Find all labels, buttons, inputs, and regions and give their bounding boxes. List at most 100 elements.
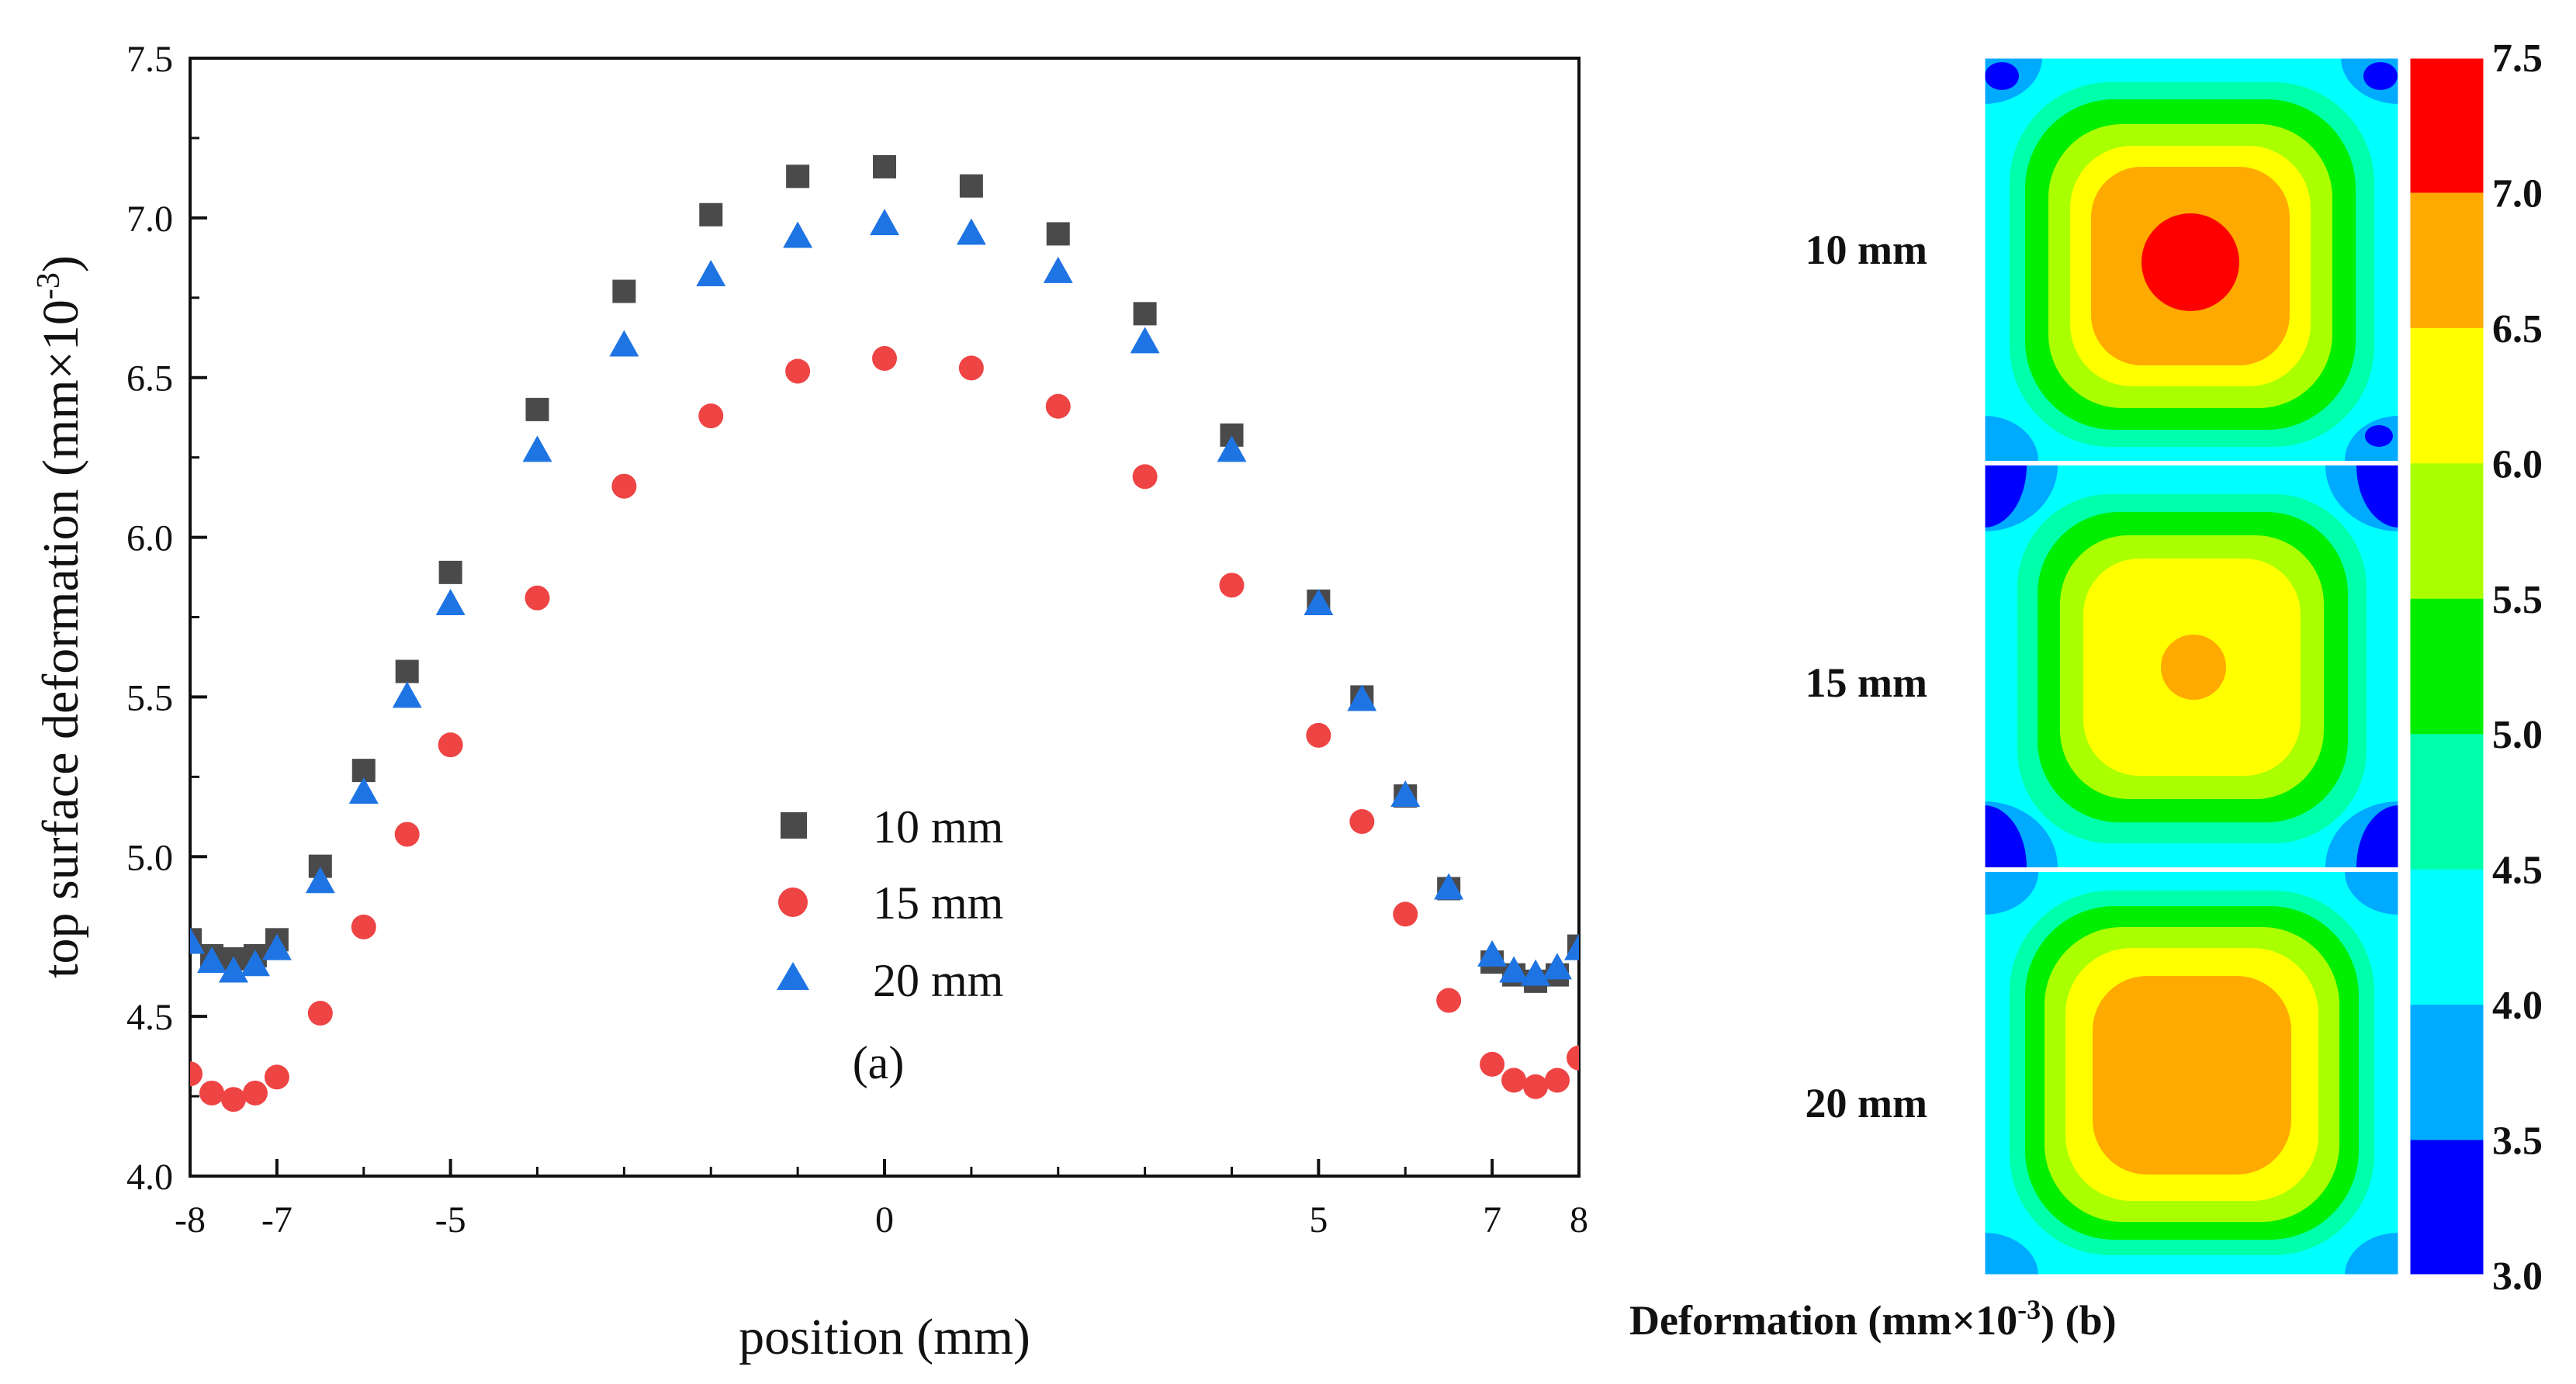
colorbar-segment	[2409, 734, 2484, 870]
legend-label-15mm: 15 mm	[873, 877, 1003, 929]
y-tick-label: 6.5	[126, 358, 173, 400]
point-20mm	[1390, 780, 1421, 808]
point-15mm	[958, 355, 984, 381]
colorbar-segment	[2409, 57, 2484, 193]
y-tick-label: 7.5	[126, 39, 173, 80]
point-20mm	[1477, 939, 1508, 967]
colorbar-tick-label: 5.0	[2492, 713, 2543, 757]
point-10mm	[786, 164, 810, 189]
contour-map-10mm	[1984, 57, 2399, 461]
point-15mm	[872, 346, 897, 372]
point-10mm	[395, 659, 419, 683]
legend-marker-10mm	[781, 812, 807, 839]
colorbar-tick-label: 7.0	[2492, 171, 2543, 216]
point-20mm	[392, 681, 422, 708]
point-10mm	[699, 202, 723, 227]
colorbar	[2408, 56, 2486, 1277]
contour-map-15mm	[1984, 465, 2399, 867]
point-20mm	[1304, 589, 1334, 616]
point-20mm	[190, 927, 205, 954]
point-20mm	[870, 209, 899, 236]
colorbar-tick-label: 6.0	[2492, 442, 2543, 486]
y-tick-label: 5.0	[126, 837, 173, 878]
colorbar-segment	[2409, 1140, 2484, 1276]
colorbar-title: Deformation (mm×10-3) (b)	[1629, 1294, 2117, 1344]
colorbar-tick-label: 3.0	[2492, 1254, 2543, 1299]
x-tick-label: 7	[1483, 1199, 1501, 1240]
contour-border	[1982, 56, 2401, 1277]
y-tick-label: 4.0	[126, 1157, 173, 1198]
point-15mm	[199, 1080, 224, 1105]
colorbar-tick-label: 4.0	[2492, 984, 2543, 1028]
point-15mm	[1523, 1074, 1549, 1099]
point-20mm	[261, 933, 292, 960]
legend-label-20mm: 20 mm	[873, 955, 1003, 1006]
point-20mm	[1542, 953, 1573, 980]
point-15mm	[242, 1080, 268, 1105]
point-15mm	[1480, 1051, 1505, 1077]
contour-panel: 10 mm 15 mm 20 mm 7.5 7.0 6.5 6.0 5.5 5.0 4.5 4…	[1629, 36, 2543, 1344]
y-tick-label: 7.0	[126, 199, 173, 240]
point-10mm	[438, 560, 462, 584]
legend: 10 mm 15 mm 20 mm	[777, 801, 1003, 1006]
point-20mm	[522, 435, 552, 462]
colorbar-ticks: 7.5 7.0 6.5 6.0 5.5 5.0 4.5 4.0 3.5 3.0	[2492, 36, 2543, 1299]
point-10mm	[959, 174, 983, 198]
point-15mm	[1393, 901, 1418, 927]
point-20mm	[196, 946, 227, 974]
point-20mm	[1434, 873, 1464, 900]
row-label-10mm: 10 mm	[1806, 227, 1927, 273]
point-20mm	[1217, 435, 1247, 462]
y-tick-label: 4.5	[126, 997, 173, 1038]
point-15mm	[1567, 1045, 1579, 1071]
point-10mm	[612, 279, 636, 303]
point-20mm	[956, 218, 986, 245]
colorbar-tick-label: 3.5	[2492, 1119, 2543, 1164]
point-15mm	[1436, 988, 1462, 1013]
point-15mm	[190, 1061, 203, 1087]
point-15mm	[1501, 1067, 1527, 1093]
colorbar-segment	[2409, 463, 2484, 600]
point-15mm	[220, 1087, 246, 1112]
x-axis-label: position (mm)	[739, 1309, 1030, 1365]
colorbar-tick-label: 4.5	[2492, 849, 2543, 893]
point-20mm	[696, 259, 726, 286]
point-20mm	[1043, 256, 1073, 283]
point-20mm	[1130, 327, 1160, 354]
point-15mm	[307, 1001, 333, 1026]
data-points	[190, 154, 1579, 1112]
x-tick-label: -7	[261, 1199, 293, 1240]
point-20mm	[1564, 933, 1579, 960]
x-tick-label: -5	[435, 1199, 466, 1240]
point-15mm	[1219, 573, 1245, 598]
legend-marker-15mm	[778, 887, 808, 917]
panel-a-label: (a)	[853, 1037, 905, 1088]
colorbar-segment	[2409, 192, 2484, 329]
scatter-panel: 4.0 4.5 5.0 5.5 6.0 6.5 7.0 7.5 -8 -7 -5 0 5 7 8 posi…	[31, 39, 1588, 1365]
point-15mm	[438, 732, 463, 758]
colorbar-tick-label: 7.5	[2492, 36, 2543, 81]
point-20mm	[305, 867, 335, 894]
x-tick-label: 8	[1570, 1199, 1588, 1240]
x-axis-ticks: -8 -7 -5 0 5 7 8	[175, 1159, 1588, 1240]
point-15mm	[1132, 464, 1158, 490]
point-20mm	[1347, 684, 1377, 711]
point-20mm	[348, 777, 379, 804]
colorbar-segment	[2409, 327, 2484, 464]
point-20mm	[240, 950, 270, 977]
legend-marker-20mm	[777, 962, 809, 990]
point-15mm	[785, 358, 811, 384]
x-tick-label: 0	[875, 1199, 894, 1240]
point-20mm	[1499, 956, 1529, 983]
colorbar-segment	[2409, 869, 2484, 1005]
point-10mm	[1133, 302, 1157, 326]
point-10mm	[1046, 222, 1070, 246]
point-10mm	[525, 397, 549, 421]
contour-map-20mm	[1984, 872, 2399, 1275]
point-15mm	[525, 585, 550, 611]
point-20mm	[783, 221, 813, 248]
colorbar-segment	[2409, 598, 2484, 735]
point-15mm	[1045, 393, 1071, 419]
y-tick-label: 6.0	[126, 518, 173, 559]
